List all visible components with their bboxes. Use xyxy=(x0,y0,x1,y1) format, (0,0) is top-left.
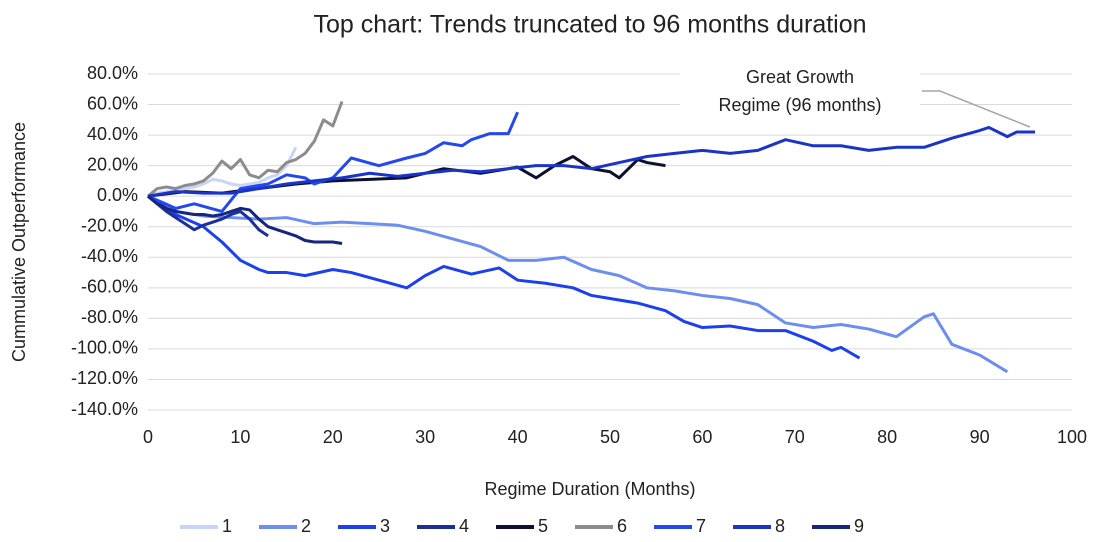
x-tick-label: 30 xyxy=(415,427,435,447)
legend-label: 3 xyxy=(380,516,390,536)
legend-label: 7 xyxy=(696,516,706,536)
legend-label: 2 xyxy=(301,516,311,536)
y-tick-label: 20.0% xyxy=(87,154,138,174)
x-axis-title: Regime Duration (Months) xyxy=(484,479,695,499)
y-tick-label: -100.0% xyxy=(71,338,138,358)
series-line xyxy=(147,194,1009,374)
y-tick-label: -40.0% xyxy=(81,246,138,266)
annotation-box xyxy=(680,64,920,122)
series-line xyxy=(147,195,343,246)
y-tick-label: -80.0% xyxy=(81,307,138,327)
legend-label: 9 xyxy=(854,516,864,536)
series-line xyxy=(147,146,298,198)
y-tick-label: -120.0% xyxy=(71,368,138,388)
annotation-leader xyxy=(922,90,1031,128)
x-tick-label: 40 xyxy=(508,427,528,447)
x-tick-label: 60 xyxy=(692,427,712,447)
series-line xyxy=(147,195,269,238)
series-line xyxy=(147,111,519,213)
series-line xyxy=(147,100,344,198)
y-axis-title: Cummulative Outperformance xyxy=(9,122,29,362)
y-tick-label: -60.0% xyxy=(81,277,138,297)
series-line xyxy=(147,194,861,360)
series-line xyxy=(147,125,1036,198)
x-tick-label: 90 xyxy=(970,427,990,447)
legend-label: 6 xyxy=(617,516,627,536)
y-tick-label: -140.0% xyxy=(71,399,138,419)
x-tick-label: 100 xyxy=(1057,427,1087,447)
x-tick-label: 0 xyxy=(143,427,153,447)
y-tick-label: 80.0% xyxy=(87,63,138,83)
y-tick-label: 40.0% xyxy=(87,124,138,144)
x-tick-label: 50 xyxy=(600,427,620,447)
legend-label: 1 xyxy=(222,516,232,536)
legend-label: 4 xyxy=(459,516,469,536)
x-tick-label: 70 xyxy=(785,427,805,447)
x-tick-label: 20 xyxy=(323,427,343,447)
legend-label: 5 xyxy=(538,516,548,536)
annotation: Great Growth xyxy=(746,67,854,87)
y-tick-label: -20.0% xyxy=(81,215,138,235)
y-tick-label: 60.0% xyxy=(87,93,138,113)
x-tick-label: 10 xyxy=(230,427,250,447)
x-tick-label: 80 xyxy=(877,427,897,447)
legend-label: 8 xyxy=(775,516,785,536)
y-tick-label: 0.0% xyxy=(97,185,138,205)
chart-title: Top chart: Trends truncated to 96 months… xyxy=(313,11,866,39)
annotation: Regime (96 months) xyxy=(718,95,881,115)
